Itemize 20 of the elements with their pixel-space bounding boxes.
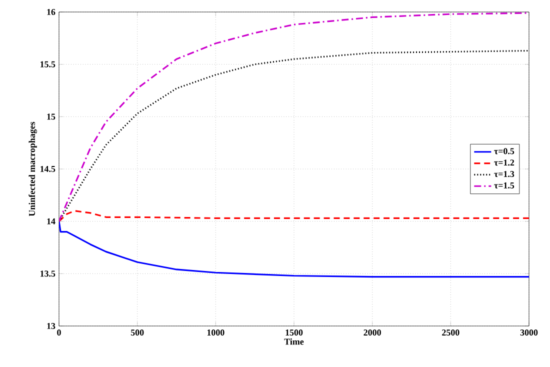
x-tick-label: 1500 — [286, 330, 303, 336]
y-tick-label: 14.5 — [40, 166, 56, 172]
y-axis-title: Uninfected macrophages — [28, 122, 37, 216]
y-tick-label: 15 — [47, 114, 56, 120]
y-tick-label: 13.5 — [40, 270, 56, 277]
x-tick-label: 0 — [57, 330, 61, 336]
legend-label: τ=1.5 — [494, 182, 514, 188]
x-tick-label: 2500 — [442, 330, 460, 336]
legend-label: τ=1.2 — [494, 160, 514, 166]
legend-label: τ=1.3 — [494, 171, 514, 178]
y-tick-label: 13 — [47, 322, 56, 330]
x-tick-label: 1000 — [207, 330, 224, 336]
y-tick-label: 15.5 — [40, 61, 56, 68]
legend-label: τ=0.5 — [494, 148, 514, 154]
x-tick-label: 500 — [130, 330, 144, 336]
x-tick-label: 2000 — [364, 330, 381, 336]
x-axis-title: Time — [284, 338, 304, 345]
x-tick-label: 3000 — [520, 330, 538, 336]
y-tick-label: 14 — [47, 218, 56, 224]
y-tick-label: 16 — [47, 8, 56, 16]
